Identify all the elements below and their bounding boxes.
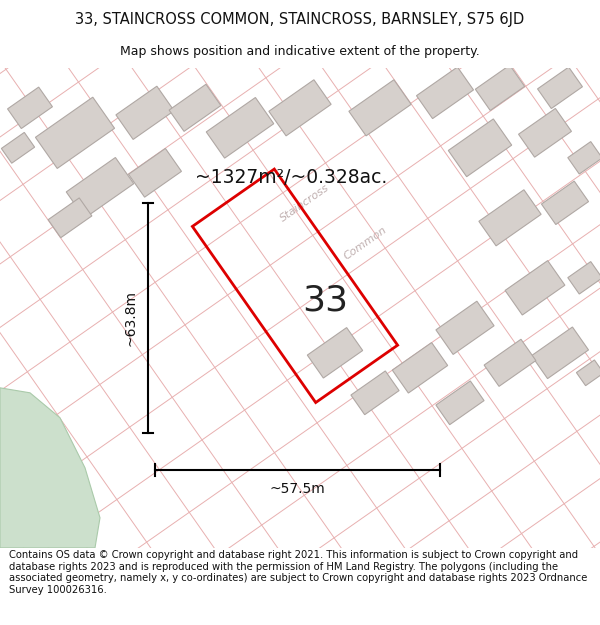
Text: Map shows position and indicative extent of the property.: Map shows position and indicative extent… — [120, 45, 480, 58]
Text: Contains OS data © Crown copyright and database right 2021. This information is : Contains OS data © Crown copyright and d… — [9, 550, 587, 595]
Polygon shape — [66, 158, 134, 218]
Text: ~1327m²/~0.328ac.: ~1327m²/~0.328ac. — [195, 168, 387, 187]
Polygon shape — [48, 198, 92, 238]
Polygon shape — [568, 262, 600, 294]
Text: Common: Common — [341, 224, 388, 261]
Polygon shape — [436, 301, 494, 354]
Polygon shape — [518, 109, 571, 157]
Polygon shape — [206, 98, 274, 158]
Polygon shape — [0, 388, 100, 548]
Text: ~63.8m: ~63.8m — [124, 290, 138, 346]
Polygon shape — [392, 342, 448, 393]
Polygon shape — [307, 328, 362, 378]
Polygon shape — [538, 67, 583, 109]
Text: 33: 33 — [302, 284, 348, 318]
Polygon shape — [568, 142, 600, 174]
Polygon shape — [541, 181, 589, 224]
Polygon shape — [577, 360, 600, 386]
Polygon shape — [128, 149, 181, 197]
Polygon shape — [484, 339, 536, 386]
Polygon shape — [269, 80, 331, 136]
Polygon shape — [532, 327, 589, 379]
Polygon shape — [351, 371, 399, 414]
Polygon shape — [505, 261, 565, 315]
Polygon shape — [475, 65, 524, 111]
Polygon shape — [35, 97, 115, 169]
Polygon shape — [1, 132, 35, 163]
Polygon shape — [436, 381, 484, 424]
Text: 33, STAINCROSS COMMON, STAINCROSS, BARNSLEY, S75 6JD: 33, STAINCROSS COMMON, STAINCROSS, BARNS… — [76, 12, 524, 27]
Polygon shape — [8, 87, 52, 129]
Polygon shape — [479, 190, 541, 246]
Polygon shape — [416, 67, 473, 119]
Polygon shape — [349, 80, 411, 136]
Polygon shape — [448, 119, 512, 177]
Text: ~57.5m: ~57.5m — [269, 482, 325, 496]
Polygon shape — [169, 84, 221, 131]
Text: Staincross: Staincross — [278, 182, 331, 223]
Polygon shape — [116, 86, 174, 139]
